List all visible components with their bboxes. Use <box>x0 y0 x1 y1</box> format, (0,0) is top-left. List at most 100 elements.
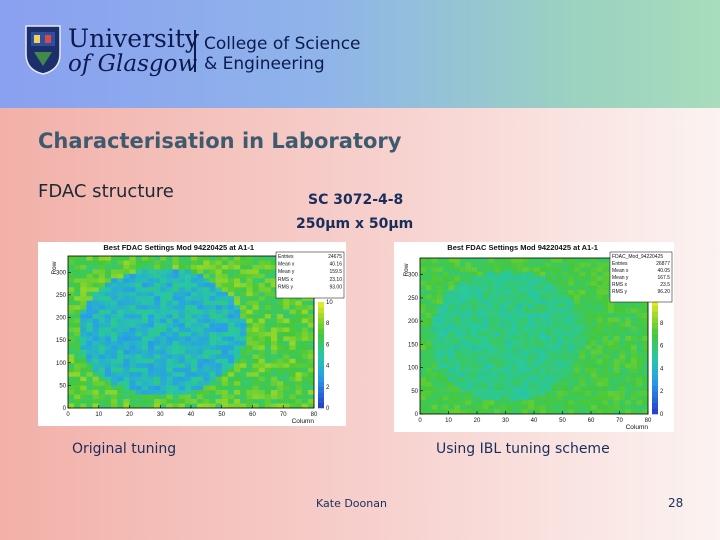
heatmap-cell <box>585 372 592 378</box>
heatmap-cell <box>166 403 173 409</box>
heatmap-cell <box>92 381 100 386</box>
heatmap-cell <box>562 391 569 396</box>
heatmap-cell <box>522 285 529 291</box>
heatmap-cell <box>630 349 637 355</box>
heatmap-cell <box>191 332 198 337</box>
heatmap-cell <box>80 314 87 319</box>
heatmap-cell <box>579 354 586 360</box>
heatmap-cell <box>499 262 506 268</box>
heatmap-cell <box>111 314 118 319</box>
heatmap-cell <box>252 296 259 302</box>
heatmap-cell <box>147 381 155 386</box>
heatmap-cell <box>264 385 272 391</box>
heatmap-cell <box>258 336 266 342</box>
heatmap-cell <box>625 395 632 401</box>
heatmap-cell <box>123 314 130 319</box>
heatmap-cell <box>568 395 575 401</box>
heatmap-cell <box>516 345 523 351</box>
heatmap-cell <box>178 340 186 346</box>
heatmap-cell <box>191 358 198 364</box>
heatmap-cell <box>172 345 179 351</box>
heatmap-cell <box>431 313 438 318</box>
heatmap-cell <box>619 326 626 332</box>
heatmap-cell <box>166 349 173 355</box>
heatmap-cell <box>178 273 186 279</box>
heatmap-cell <box>80 349 87 355</box>
heatmap-cell <box>431 280 438 286</box>
heatmap-cell <box>283 367 290 373</box>
heatmap-cell <box>488 280 495 286</box>
heatmap-cell <box>465 262 472 268</box>
heatmap-cell <box>301 336 309 342</box>
heatmap-cell <box>270 296 278 302</box>
heatmap-cell <box>295 381 302 386</box>
heatmap-cell <box>172 385 179 391</box>
heatmap-cell <box>227 269 235 275</box>
heatmap-cell <box>289 323 296 328</box>
heatmap-cell <box>123 282 130 288</box>
heatmap-cell <box>197 291 204 297</box>
heatmap-cell <box>625 354 632 360</box>
heatmap-cell <box>166 309 173 315</box>
heatmap-cell <box>562 258 569 263</box>
heatmap-cell <box>505 395 512 401</box>
stats-value: 23.5 <box>660 282 670 288</box>
heatmap-cell <box>135 327 143 333</box>
heatmap-cell <box>154 314 161 319</box>
heatmap-cell <box>104 296 112 302</box>
heatmap-cell <box>178 363 186 369</box>
heatmap-cell <box>630 381 637 387</box>
heatmap-cell <box>258 296 266 302</box>
heatmap-cell <box>579 386 586 392</box>
heatmap-cell <box>539 322 546 328</box>
heatmap-cell <box>221 376 229 382</box>
heatmap-cell <box>68 260 75 266</box>
heatmap-cell <box>613 326 620 332</box>
heatmap-cell <box>283 300 290 306</box>
heatmap-cell <box>178 390 186 395</box>
heatmap-cell <box>534 262 540 268</box>
heatmap-cell <box>613 345 620 351</box>
heatmap-cell <box>277 367 284 373</box>
heatmap-cell <box>154 300 161 306</box>
heatmap-cell <box>129 314 136 319</box>
heatmap-cell <box>215 363 223 369</box>
heatmap-cell <box>246 256 253 261</box>
heatmap-cell <box>129 278 136 284</box>
heatmap-cell <box>551 381 558 387</box>
heatmap-cell <box>471 326 478 332</box>
heatmap-cell <box>591 386 597 392</box>
heatmap-cell <box>123 345 130 351</box>
heatmap-cell <box>585 381 592 387</box>
heatmap-cell <box>215 260 223 266</box>
heatmap-cell <box>431 308 438 314</box>
heatmap-cell <box>551 294 558 300</box>
heatmap-cell <box>539 363 546 369</box>
heatmap-cell <box>482 336 489 341</box>
heatmap-cell <box>625 313 632 318</box>
heatmap-cell <box>74 349 81 355</box>
heatmap-cell <box>258 340 266 346</box>
heatmap-cell <box>258 349 266 355</box>
heatmap-cell <box>562 345 569 351</box>
heatmap-cell <box>295 309 302 315</box>
heatmap-cell <box>209 332 216 337</box>
heatmap-cell <box>270 399 278 404</box>
heatmap-cell <box>209 385 216 391</box>
heatmap-cell <box>184 358 192 364</box>
heatmap-cell <box>252 385 259 391</box>
heatmap-cell <box>465 290 472 296</box>
heatmap-cell <box>482 331 489 337</box>
heatmap-cell <box>454 303 461 309</box>
heatmap-cell <box>585 308 592 314</box>
heatmap-cell <box>221 372 229 378</box>
heatmap-cell <box>123 309 130 315</box>
heatmap-cell <box>129 399 136 404</box>
heatmap-cell <box>619 331 626 337</box>
heatmap-cell <box>642 381 649 387</box>
heatmap-cell <box>74 287 81 293</box>
heatmap-cell <box>74 394 81 400</box>
heatmap-cell <box>129 367 136 373</box>
heatmap-cell <box>596 340 603 346</box>
